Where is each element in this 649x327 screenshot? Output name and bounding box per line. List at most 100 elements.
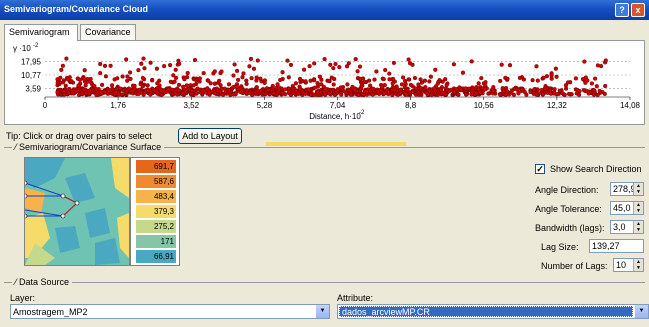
data-point <box>491 88 496 93</box>
chevron-down-icon[interactable]: ▼ <box>316 305 329 318</box>
data-point <box>459 87 464 93</box>
data-point <box>390 81 395 86</box>
data-point <box>162 64 167 69</box>
data-point <box>177 61 182 66</box>
data-point <box>451 62 456 67</box>
show-search-direction-checkbox[interactable]: ✓ <box>535 164 545 174</box>
data-point <box>303 91 308 96</box>
legend-item: 275,2 <box>136 220 176 233</box>
spin-down-icon[interactable]: ▼ <box>633 208 643 214</box>
data-point <box>355 69 360 74</box>
data-point <box>338 85 343 90</box>
surface-map[interactable] <box>22 157 130 266</box>
data-point <box>185 70 190 76</box>
data-point <box>66 90 71 95</box>
data-point <box>500 86 505 91</box>
data-point <box>201 70 206 76</box>
data-point <box>136 68 141 73</box>
data-point <box>148 60 153 65</box>
number-of-lags-value: 10 <box>616 260 627 270</box>
tab-covariance[interactable]: Covariance <box>80 24 136 40</box>
data-point <box>258 76 263 81</box>
data-point <box>130 83 136 88</box>
spin-up-icon[interactable]: ▲ <box>633 259 643 265</box>
surface-section-label: ⁄ Semivariogram/Covariance Surface <box>12 142 165 152</box>
data-point <box>387 71 392 76</box>
data-point <box>107 89 112 94</box>
data-point <box>212 91 217 96</box>
data-point <box>81 77 87 82</box>
data-point <box>98 70 103 76</box>
data-point <box>577 88 582 94</box>
data-point <box>552 90 557 95</box>
data-point <box>94 92 99 97</box>
data-point <box>232 62 237 67</box>
data-point <box>413 86 418 91</box>
number-of-lags-label: Number of Lags: <box>541 261 608 271</box>
legend-value: 483,4 <box>153 192 174 201</box>
data-point <box>280 90 285 96</box>
spin-down-icon[interactable]: ▼ <box>633 189 643 195</box>
layer-select[interactable]: Amostragem_MP2 ▼ <box>10 304 330 319</box>
data-point <box>307 64 312 69</box>
data-point <box>416 90 421 95</box>
data-point <box>240 75 245 80</box>
data-point <box>290 83 295 89</box>
spin-up-icon[interactable]: ▲ <box>633 183 643 189</box>
data-point <box>73 88 79 94</box>
data-point <box>82 87 87 92</box>
data-point <box>337 65 342 70</box>
data-point <box>418 86 424 91</box>
data-point <box>61 89 66 94</box>
data-point <box>262 80 267 85</box>
data-point <box>381 76 386 82</box>
data-point <box>205 86 210 91</box>
data-point <box>270 83 275 89</box>
add-to-layout-button[interactable]: Add to Layout <box>178 128 242 144</box>
chevron-down-icon[interactable]: ▼ <box>635 305 648 318</box>
title-bar[interactable]: Semivariogram/Covariance Cloud ? x <box>0 0 649 20</box>
spin-up-icon[interactable]: ▲ <box>633 221 643 227</box>
data-point <box>124 57 129 62</box>
attribute-select[interactable]: dados_arcviewMP.CR ▼ <box>337 304 649 319</box>
spin-up-icon[interactable]: ▲ <box>633 202 643 208</box>
tab-semivariogram[interactable]: Semivariogram <box>4 24 78 41</box>
angle-tolerance-spinner[interactable]: 45,0 ▲ ▼ <box>610 201 644 215</box>
data-point <box>598 64 604 69</box>
spin-down-icon[interactable]: ▼ <box>633 265 643 271</box>
help-button[interactable]: ? <box>615 3 629 17</box>
data-point <box>597 88 602 94</box>
data-point <box>391 60 396 65</box>
bandwidth-spinner[interactable]: 3,0 ▲ ▼ <box>610 220 644 234</box>
data-point <box>576 92 582 97</box>
data-point <box>583 80 588 85</box>
data-point <box>342 89 347 94</box>
data-point <box>553 66 558 71</box>
data-point <box>109 83 115 88</box>
semivariogram-cloud-chart[interactable]: 17,95 10,77 3,59 γ ·10 -2 0 1,76 3,52 5,28 7,04 8,… <box>4 40 645 125</box>
divider-strip[interactable] <box>266 142 406 146</box>
data-point <box>226 87 231 93</box>
data-point <box>412 75 418 81</box>
spin-down-icon[interactable]: ▼ <box>633 227 643 233</box>
data-point <box>194 91 199 96</box>
y-axis-label: γ ·10 <box>13 44 31 53</box>
data-point <box>390 92 395 97</box>
data-point <box>410 62 415 67</box>
surface-section: ⁄ Semivariogram/Covariance Surface <box>4 142 645 272</box>
data-point <box>540 92 545 97</box>
lag-size-input[interactable]: 139,27 <box>589 239 644 253</box>
data-point <box>479 75 484 81</box>
angle-direction-spinner[interactable]: 278,9 ▲ ▼ <box>610 182 644 196</box>
y-tick-label: 17,95 <box>21 58 42 67</box>
data-point <box>60 63 65 68</box>
data-point <box>150 78 155 83</box>
number-of-lags-spinner[interactable]: 10 ▲ ▼ <box>613 258 644 272</box>
data-point <box>582 59 587 64</box>
data-point <box>372 77 377 82</box>
data-point <box>293 81 298 86</box>
close-button[interactable]: x <box>631 3 645 17</box>
data-point <box>116 92 122 97</box>
data-point <box>145 83 150 88</box>
